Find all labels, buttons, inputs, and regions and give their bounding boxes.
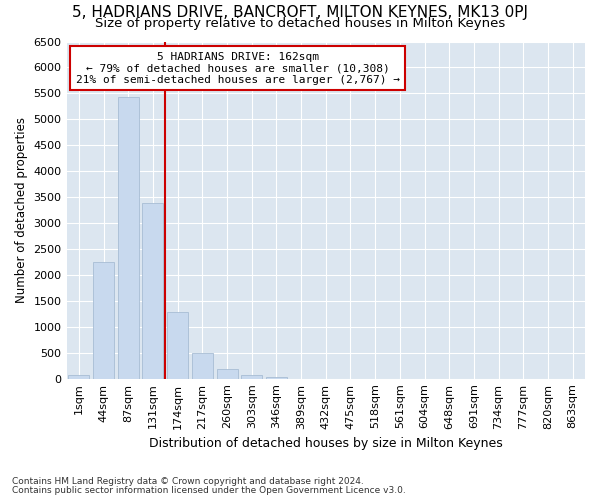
Bar bbox=[142, 204, 163, 378]
Text: 5 HADRIANS DRIVE: 162sqm
← 79% of detached houses are smaller (10,308)
21% of se: 5 HADRIANS DRIVE: 162sqm ← 79% of detach… bbox=[76, 52, 400, 85]
Bar bbox=[241, 375, 262, 378]
Y-axis label: Number of detached properties: Number of detached properties bbox=[15, 117, 28, 303]
Bar bbox=[192, 354, 213, 378]
Bar bbox=[217, 369, 238, 378]
Text: 5, HADRIANS DRIVE, BANCROFT, MILTON KEYNES, MK13 0PJ: 5, HADRIANS DRIVE, BANCROFT, MILTON KEYN… bbox=[72, 5, 528, 20]
X-axis label: Distribution of detached houses by size in Milton Keynes: Distribution of detached houses by size … bbox=[149, 437, 503, 450]
Text: Contains HM Land Registry data © Crown copyright and database right 2024.: Contains HM Land Registry data © Crown c… bbox=[12, 477, 364, 486]
Bar bbox=[68, 375, 89, 378]
Bar bbox=[93, 262, 114, 378]
Bar bbox=[167, 312, 188, 378]
Text: Contains public sector information licensed under the Open Government Licence v3: Contains public sector information licen… bbox=[12, 486, 406, 495]
Text: Size of property relative to detached houses in Milton Keynes: Size of property relative to detached ho… bbox=[95, 18, 505, 30]
Bar bbox=[118, 97, 139, 378]
Bar bbox=[266, 377, 287, 378]
